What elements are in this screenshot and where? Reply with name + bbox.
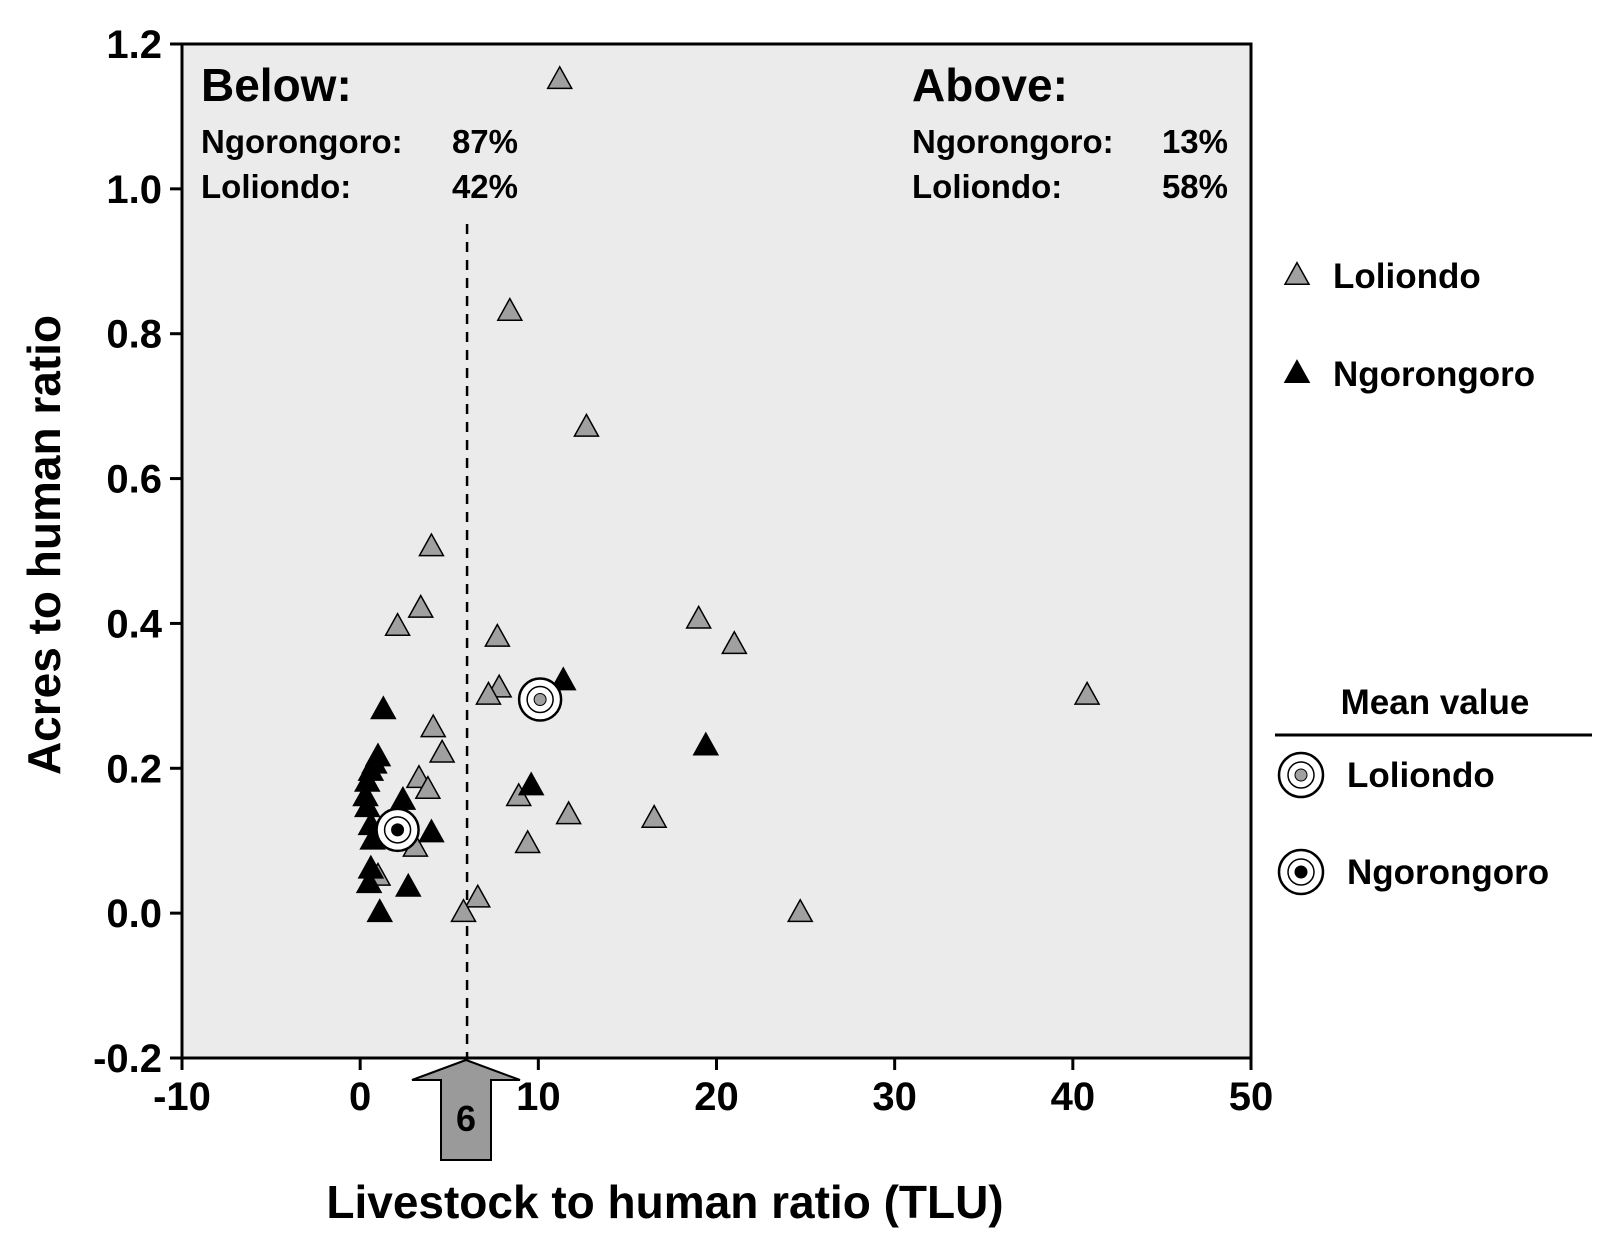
x-axis-title: Livestock to human ratio (TLU) bbox=[326, 1176, 1003, 1228]
x-tick-label: 30 bbox=[872, 1075, 917, 1119]
legend: Loliondo Ngorongoro Mean value Loliondo Ng… bbox=[1275, 257, 1592, 894]
below-heading: Below: bbox=[201, 59, 352, 111]
x-tick-label: 10 bbox=[516, 1075, 561, 1119]
below-loliondo-name: Loliondo: bbox=[201, 168, 351, 205]
y-tick-label: 0.2 bbox=[106, 747, 162, 791]
y-tick-label: 1.0 bbox=[106, 168, 162, 212]
above-ngorongoro-value: 13% bbox=[1162, 123, 1228, 160]
legend-mean-marker-ngorongoro bbox=[1279, 850, 1323, 894]
x-tick-label: 40 bbox=[1051, 1075, 1096, 1119]
y-tick-label: 0.0 bbox=[106, 892, 162, 936]
below-ngorongoro-name: Ngorongoro: bbox=[201, 123, 403, 160]
x-axis: -10 0 10 20 30 40 50 bbox=[153, 1058, 1273, 1119]
threshold-arrow: 6 bbox=[412, 1060, 520, 1160]
y-axis-title: Acres to human ratio bbox=[18, 315, 70, 775]
legend-mean-marker-loliondo bbox=[1279, 753, 1323, 797]
above-ngorongoro-name: Ngorongoro: bbox=[912, 123, 1114, 160]
above-loliondo-name: Loliondo: bbox=[912, 168, 1062, 205]
above-heading: Above: bbox=[912, 59, 1068, 111]
legend-marker-loliondo bbox=[1285, 263, 1309, 285]
y-tick-label: 0.4 bbox=[106, 602, 162, 646]
legend-label-loliondo: Loliondo bbox=[1333, 257, 1481, 296]
legend-label-ngorongoro: Ngorongoro bbox=[1333, 355, 1535, 394]
legend-means: Loliondo Ngorongoro bbox=[1279, 753, 1549, 894]
legend-mean-heading: Mean value bbox=[1341, 683, 1530, 722]
x-tick-label: 20 bbox=[694, 1075, 739, 1119]
y-tick-label: 0.8 bbox=[106, 313, 162, 357]
x-tick-label: 50 bbox=[1229, 1075, 1274, 1119]
legend-mean-label-ngorongoro: Ngorongoro bbox=[1347, 853, 1549, 892]
y-tick-label: 0.6 bbox=[106, 458, 162, 502]
above-loliondo-value: 58% bbox=[1162, 168, 1228, 205]
x-tick-label: 0 bbox=[349, 1075, 371, 1119]
y-axis: -0.2 0.0 0.2 0.4 0.6 0.8 1.0 1.2 bbox=[93, 23, 182, 1081]
x-tick-label: -10 bbox=[153, 1075, 211, 1119]
below-loliondo-value: 42% bbox=[452, 168, 518, 205]
legend-series: Loliondo Ngorongoro bbox=[1285, 257, 1535, 394]
y-tick-label: 1.2 bbox=[106, 23, 162, 67]
threshold-label: 6 bbox=[456, 1098, 476, 1139]
below-ngorongoro-value: 87% bbox=[452, 123, 518, 160]
y-tick-label: -0.2 bbox=[93, 1037, 162, 1081]
legend-mean-label-loliondo: Loliondo bbox=[1347, 756, 1495, 795]
mean-marker-loliondo bbox=[519, 678, 561, 720]
mean-marker-ngorongoro bbox=[377, 809, 419, 851]
legend-marker-ngorongoro bbox=[1285, 361, 1309, 383]
